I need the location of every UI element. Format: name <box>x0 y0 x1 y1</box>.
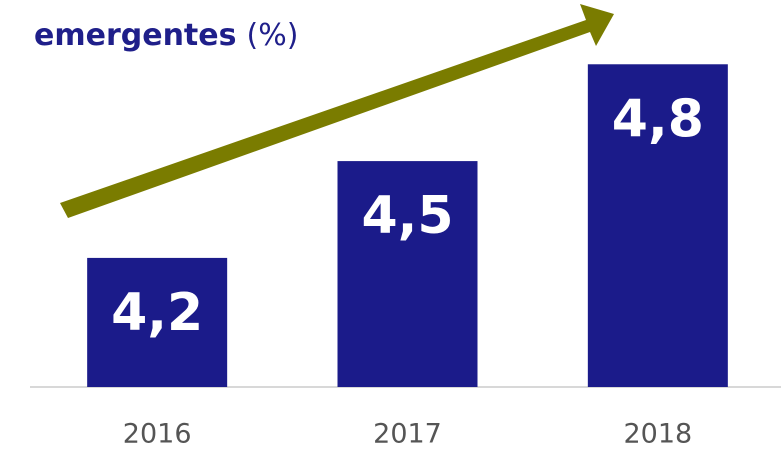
data-label: 4,2 <box>111 283 203 343</box>
title-text: emergentes <box>34 18 236 53</box>
x-tick-label: 2018 <box>623 419 692 449</box>
data-label: 4,8 <box>612 89 704 149</box>
bar <box>337 161 478 387</box>
data-label: 4,5 <box>361 186 453 246</box>
trend-arrow <box>60 4 614 218</box>
title-unit: (%) <box>246 18 298 53</box>
x-tick-label: 2016 <box>123 419 192 449</box>
x-tick-label: 2017 <box>373 419 442 449</box>
bar <box>87 257 228 387</box>
bar <box>587 64 728 387</box>
chart-title: emergentes (%) <box>34 18 298 53</box>
